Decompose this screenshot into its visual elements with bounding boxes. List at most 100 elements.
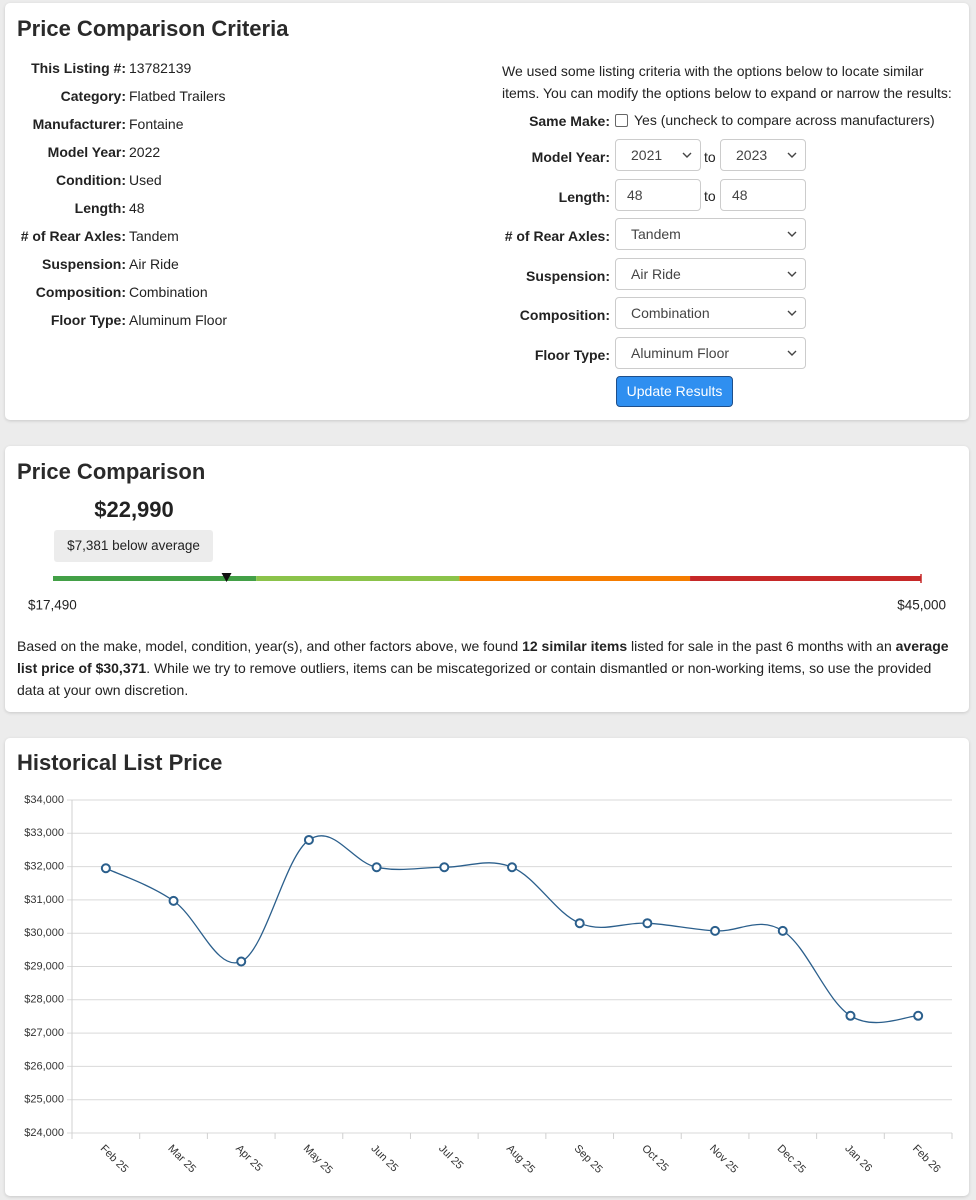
point [710,925,721,936]
field-label: Condition: [56,172,126,188]
x-tick-label: Jan 26 [842,1143,874,1175]
select[interactable]: Tandem [615,218,806,250]
point [303,834,314,845]
x-tick-label: Mar 25 [165,1143,198,1176]
x-tick-label: Aug 25 [504,1143,537,1176]
x-tick-label: Jul 25 [436,1143,465,1172]
field-label: Suspension: [525,267,610,284]
summary-part: . While we try to remove outliers, items… [17,660,932,698]
chevron [787,271,797,277]
gauge-segment [256,576,460,581]
intro-text: We used some listing criteria with the o… [502,63,952,101]
select-value: Tandem [631,226,681,242]
x-tick-label: Jun 25 [368,1143,400,1175]
field-label: Same Make: [529,113,610,129]
field-label: Manufacturer: [32,116,126,132]
field-value: 13782139 [129,60,192,76]
field-value: Tandem [129,228,179,244]
y-tick-label: $30,000 [24,927,64,939]
point [507,862,517,873]
point [845,1010,856,1021]
field-label: This Listing #: [31,60,126,76]
field-label: Floor Type: [50,312,126,328]
x-tick-label: May 25 [301,1143,335,1177]
select-value: Combination [631,305,710,322]
text-input[interactable]: 48 [720,179,806,211]
chevron [787,310,797,317]
point [574,918,585,929]
text-input[interactable]: 48 [615,179,701,211]
field-label: # of Rear Axles: [20,228,126,244]
gauge-segment [53,576,257,581]
field-label: Composition: [519,307,610,324]
gauge-segment [459,576,691,581]
select[interactable]: 2021 [615,139,701,171]
y-tick-label: $31,000 [24,894,64,906]
field-label: Length: [74,200,126,216]
y-tick-label: $32,000 [24,861,64,873]
field-value: 2022 [129,144,161,160]
gauge-min-label: $17,490 [28,598,77,613]
point [913,1010,924,1021]
checkbox-label[interactable]: Yes (uncheck to compare across manufactu… [634,112,935,128]
chevron [787,152,797,158]
y-tick-label: $34,000 [24,794,64,806]
select-value: Aluminum Floor [631,344,730,361]
summary-part: listed for sale in the past 6 months wit… [627,638,896,654]
chevron [787,231,797,237]
field-value: 48 [129,200,145,216]
field-value: Air Ride [129,256,179,272]
card-title: Price Comparison [17,459,206,484]
price-marker [221,573,232,582]
x-tick-label: Sep 25 [572,1143,605,1176]
checkbox[interactable] [615,114,628,127]
point [777,925,788,936]
y-tick-label: $25,000 [24,1094,64,1106]
select-value: 2023 [736,147,768,163]
x-tick-label: Apr 25 [233,1143,264,1174]
y-tick-label: $29,000 [24,960,64,972]
x-tick-label: Dec 25 [775,1143,808,1176]
field-label: Length: [558,189,610,205]
price-gauge: $17,490 $45,000 [28,573,946,613]
select[interactable]: Air Ride [615,257,806,290]
gauge-segment [690,576,921,581]
criteria-card: Price Comparison Criteria This Listing #… [5,3,969,420]
x-tick-label: Feb 25 [98,1143,131,1176]
y-tick-label: $33,000 [24,827,64,839]
field-label: Floor Type: [534,346,610,363]
range-separator: to [704,149,716,165]
x-tick-label: Oct 25 [639,1143,670,1174]
price-card: Price Comparison $22,990 $7,381 below av… [5,446,969,712]
chevron-path [787,310,797,317]
chevron-path [787,350,797,356]
chart-title: Historical List Price [17,750,222,775]
select-value: 2021 [631,147,663,163]
point [439,862,450,873]
field-value: Flatbed Trailers [129,88,226,104]
chevron [787,350,797,356]
y-tick-label: $27,000 [24,1027,64,1039]
gauge-max-label: $45,000 [897,598,946,613]
select[interactable]: Combination [615,297,806,330]
x-tick-label: Feb 26 [910,1143,943,1176]
y-tick-label: $24,000 [24,1127,64,1139]
point [642,918,653,929]
select-value: Air Ride [631,265,681,282]
summary-text: Based on the make, model, condition, yea… [17,635,962,701]
field-label: Suspension: [41,256,126,272]
field-label: Category: [60,88,126,104]
update-button[interactable]: Update Results [616,376,733,407]
chevron-path [787,231,797,237]
field-label: # of Rear Axles: [504,228,610,244]
point [168,895,179,906]
select[interactable]: Aluminum Floor [615,336,806,369]
y-tick-label: $26,000 [24,1060,64,1072]
chart-card: Historical List Price $24,000 $25,000 $26,… [5,738,969,1196]
field-label: Model Year: [47,144,126,160]
chevron [682,152,692,158]
chart: Historical List Price $24,000 $25,000 $26,… [17,750,953,1177]
field-label: Composition: [35,284,126,300]
select[interactable]: 2023 [720,139,806,171]
